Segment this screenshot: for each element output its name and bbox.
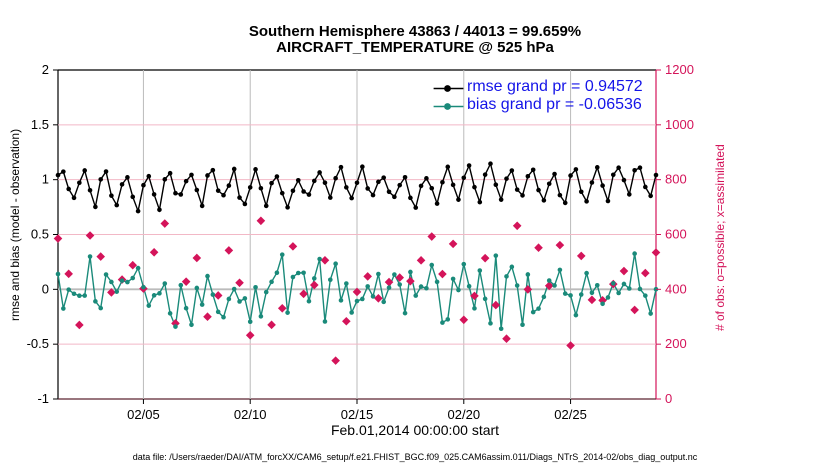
svg-text:1.5: 1.5 xyxy=(31,117,49,132)
svg-text:600: 600 xyxy=(665,227,687,242)
svg-text:-1: -1 xyxy=(37,391,49,406)
svg-text:800: 800 xyxy=(665,172,687,187)
svg-text:1200: 1200 xyxy=(665,62,694,77)
svg-text:0: 0 xyxy=(42,281,49,296)
svg-text:02/05: 02/05 xyxy=(127,407,160,422)
svg-text:1: 1 xyxy=(42,172,49,187)
svg-text:0: 0 xyxy=(665,391,672,406)
svg-text:02/25: 02/25 xyxy=(554,407,587,422)
svg-text:02/15: 02/15 xyxy=(341,407,374,422)
svg-text:02/20: 02/20 xyxy=(448,407,481,422)
svg-text:400: 400 xyxy=(665,281,687,296)
svg-text:-0.5: -0.5 xyxy=(27,336,49,351)
svg-text:2: 2 xyxy=(42,62,49,77)
svg-text:0.5: 0.5 xyxy=(31,227,49,242)
svg-text:200: 200 xyxy=(665,336,687,351)
svg-text:02/10: 02/10 xyxy=(234,407,267,422)
svg-text:1000: 1000 xyxy=(665,117,694,132)
